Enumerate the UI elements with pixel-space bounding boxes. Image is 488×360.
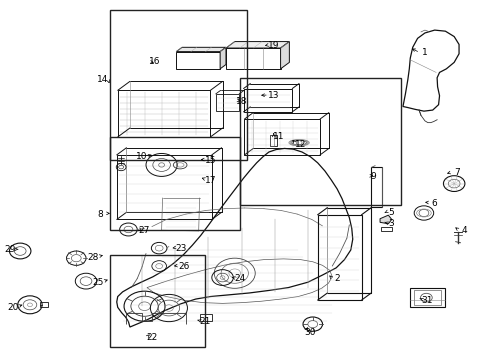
Bar xyxy=(243,89,292,112)
Text: 30: 30 xyxy=(304,328,315,337)
Text: 17: 17 xyxy=(204,176,216,185)
Text: 4: 4 xyxy=(460,226,466,235)
Polygon shape xyxy=(225,41,289,48)
Text: 6: 6 xyxy=(431,199,437,208)
Bar xyxy=(370,167,381,207)
Polygon shape xyxy=(176,47,225,51)
Bar xyxy=(215,94,239,111)
Bar xyxy=(269,135,273,146)
Text: 11: 11 xyxy=(272,132,284,141)
Bar xyxy=(110,255,205,347)
Text: 5: 5 xyxy=(387,208,393,217)
Text: 28: 28 xyxy=(87,253,99,262)
Text: 19: 19 xyxy=(267,41,279,50)
Bar xyxy=(409,288,445,307)
Text: 27: 27 xyxy=(139,226,150,235)
Text: 3: 3 xyxy=(387,219,393,228)
Text: 1: 1 xyxy=(421,48,427,57)
Bar xyxy=(317,215,361,300)
Text: 7: 7 xyxy=(453,168,459,177)
Text: 21: 21 xyxy=(200,317,211,326)
Text: 2: 2 xyxy=(334,274,339,283)
Bar xyxy=(199,314,211,320)
Text: 25: 25 xyxy=(92,278,103,287)
Text: 22: 22 xyxy=(146,333,157,342)
Polygon shape xyxy=(379,215,391,224)
Polygon shape xyxy=(280,41,289,69)
Text: 10: 10 xyxy=(136,152,147,161)
Bar xyxy=(269,135,276,146)
Bar xyxy=(380,226,391,231)
Text: 8: 8 xyxy=(98,210,103,219)
Text: 15: 15 xyxy=(204,156,216,165)
Text: 23: 23 xyxy=(175,244,186,253)
Text: 26: 26 xyxy=(178,262,189,271)
Bar xyxy=(40,302,48,307)
Text: 12: 12 xyxy=(294,140,305,149)
Bar xyxy=(117,155,211,220)
Text: 18: 18 xyxy=(236,96,247,105)
Bar xyxy=(225,48,280,69)
Bar xyxy=(413,291,441,305)
Bar xyxy=(110,137,239,230)
Text: 13: 13 xyxy=(267,91,279,100)
Bar xyxy=(110,10,246,160)
Text: 16: 16 xyxy=(148,57,160,66)
Text: 20: 20 xyxy=(7,303,19,312)
Bar xyxy=(239,78,400,205)
Text: 24: 24 xyxy=(234,274,245,283)
Text: 31: 31 xyxy=(421,296,432,305)
Polygon shape xyxy=(220,47,225,69)
Text: 29: 29 xyxy=(5,246,16,255)
Bar xyxy=(244,119,320,155)
Text: 14: 14 xyxy=(97,75,108,84)
Text: 9: 9 xyxy=(370,172,376,181)
Bar xyxy=(176,51,220,69)
